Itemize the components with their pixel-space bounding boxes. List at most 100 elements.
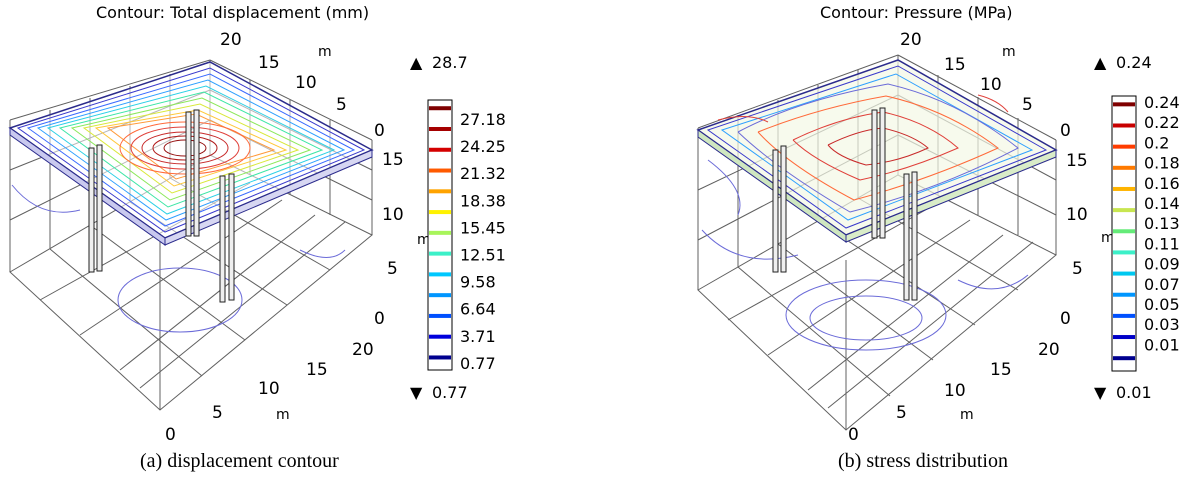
legend-color-band (1113, 186, 1135, 191)
tick-v-0: 0 (1060, 309, 1071, 329)
legend-tick-label: 0.16 (1144, 174, 1180, 193)
tick-top-20: 20 (220, 30, 242, 50)
legend-color-band (429, 313, 451, 318)
legend-tick-label: 24.25 (460, 137, 506, 156)
legend-color-band (1113, 292, 1135, 297)
legend-color-band (1113, 102, 1135, 107)
axis-unit-vertical: m (417, 232, 431, 248)
tick-bottom-0: 0 (165, 425, 176, 445)
legend-tick-label: 18.38 (460, 191, 506, 210)
legend-tick-label: 0.09 (1144, 255, 1180, 274)
legend-tick-label: 15.45 (460, 218, 506, 237)
legend-tick-label: 0.77 (460, 354, 496, 373)
legend-tick-label: 12.51 (460, 246, 506, 265)
tick-bottom-15: 15 (306, 360, 328, 380)
legend-color-band (429, 189, 451, 194)
panel-displacement: Contour: Total displacement (mm) (8, 3, 506, 472)
plot-title: Contour: Pressure (MPa) (820, 3, 1013, 22)
legend-min-arrow: ▼ (1094, 383, 1107, 402)
color-legend: ▲ 28.7 ▼ 0.77 27.18 24.25 21.32 18.38 15.45 1… (410, 53, 506, 402)
legend-color-band (429, 293, 451, 298)
tick-top-0: 0 (1060, 121, 1071, 141)
legend-color-band (1113, 144, 1135, 149)
tick-bottom-5: 5 (896, 403, 907, 423)
legend-color-band (429, 251, 451, 256)
figure-caption: (b) stress distribution (838, 450, 1008, 472)
legend-max-label: 28.7 (432, 53, 468, 72)
floor-contours (11, 184, 346, 333)
legend-tick-label: 0.2 (1144, 133, 1169, 152)
tick-top-10: 10 (980, 75, 1002, 95)
legend-tick-label: 0.05 (1144, 295, 1180, 314)
legend-color-band (1113, 208, 1135, 213)
tick-v-15: 15 (1066, 151, 1088, 171)
legend-color-band (1113, 356, 1135, 361)
legend-color-band (429, 127, 451, 131)
piles (772, 107, 918, 301)
legend-tick-label: 0.07 (1144, 275, 1180, 294)
axis-tick-labels: 20 15 10 5 0 m 15 10 5 0 m 20 15 10 5 0 … (848, 30, 1115, 445)
legend-color-band (429, 210, 451, 215)
axis-unit-vertical: m (1101, 230, 1115, 246)
tick-top-15: 15 (258, 53, 280, 73)
legend-color-band (1113, 250, 1135, 255)
axis-unit-bottom: m (276, 407, 290, 423)
plot-3d-displacement: 20 15 10 5 0 m 15 10 5 0 m 20 15 10 5 0 … (8, 30, 506, 445)
legend-color-band (1113, 123, 1135, 128)
legend-tick-label: 0.18 (1144, 154, 1180, 173)
plot-title: Contour: Total displacement (mm) (96, 3, 370, 22)
tick-bottom-15: 15 (990, 360, 1012, 380)
legend-tick-label: 0.13 (1144, 214, 1180, 233)
piles (88, 109, 235, 303)
tick-bottom-20: 20 (1038, 340, 1060, 360)
tick-top-15: 15 (944, 55, 966, 75)
legend-tick-label: 27.18 (460, 110, 506, 129)
color-legend: ▲ 0.24 ▼ 0.01 0.240.220.20.180.160.140.1… (1094, 53, 1180, 402)
legend-tick-label: 0.24 (1144, 93, 1180, 112)
tick-top-20: 20 (900, 30, 922, 50)
legend-max-arrow: ▲ (1094, 53, 1107, 72)
legend-tick-label: 0.22 (1144, 113, 1180, 132)
tick-v-5: 5 (387, 259, 398, 279)
legend-color-band (429, 355, 451, 360)
tick-bottom-20: 20 (352, 340, 374, 360)
legend-color-band (429, 272, 451, 277)
tick-top-10: 10 (295, 73, 317, 93)
axis-tick-labels: 20 15 10 5 0 m 15 10 5 0 m 20 15 10 5 0 … (165, 30, 431, 445)
tick-top-5: 5 (1022, 95, 1033, 115)
axis-unit-bottom: m (960, 407, 974, 423)
legend-color-band (1113, 165, 1135, 170)
legend-min-arrow: ▼ (410, 383, 423, 402)
tick-v-15: 15 (382, 150, 404, 170)
legend-tick-label: 6.64 (460, 300, 496, 319)
legend-tick-label: 0.14 (1144, 194, 1180, 213)
legend-color-band (1113, 313, 1135, 318)
tick-bottom-10: 10 (258, 379, 280, 399)
legend-min-label: 0.01 (1116, 383, 1152, 402)
tick-v-5: 5 (1072, 259, 1083, 279)
tick-v-10: 10 (1066, 205, 1088, 225)
legend-tick-label: 0.03 (1144, 315, 1180, 334)
legend-max-arrow: ▲ (410, 53, 423, 72)
legend-color-band (429, 106, 451, 111)
legend-colorbar (1111, 95, 1137, 372)
legend-tick-label: 21.32 (460, 164, 506, 183)
legend-color-band (429, 147, 451, 152)
tick-v-0: 0 (374, 309, 385, 329)
legend-colorbar (427, 99, 453, 371)
panel-pressure: Contour: Pressure (MPa) (598, 0, 1196, 477)
legend-tick-label: 9.58 (460, 273, 496, 292)
tick-v-10: 10 (382, 205, 404, 225)
legend-color-band (429, 168, 451, 173)
tick-top-0: 0 (374, 121, 385, 141)
legend-color-band (429, 230, 451, 235)
legend-color-band (429, 334, 451, 339)
displacement-contours (16, 67, 366, 233)
tick-top-5: 5 (336, 95, 347, 115)
legend-color-band (1113, 271, 1135, 276)
plot-3d-pressure: 20 15 10 5 0 m 15 10 5 0 m 20 15 10 5 0 … (696, 30, 1180, 445)
figure-caption: (a) displacement contour (140, 450, 339, 472)
tick-bottom-0: 0 (848, 425, 859, 445)
axis-unit-top: m (1002, 44, 1016, 60)
legend-color-band (1113, 229, 1135, 234)
